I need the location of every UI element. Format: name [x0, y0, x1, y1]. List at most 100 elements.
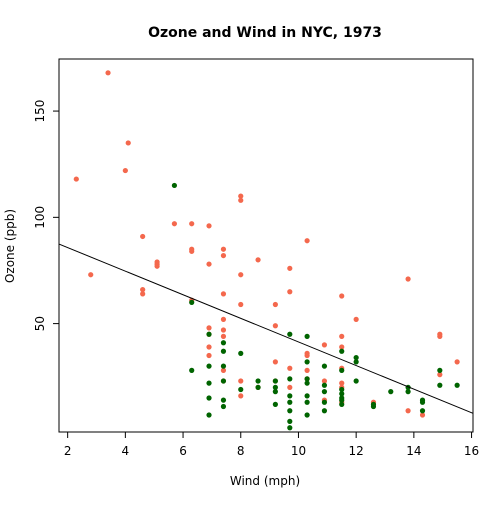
data-point [321, 382, 328, 388]
data-point [238, 378, 244, 384]
data-point [287, 365, 293, 371]
regression-line-layer [58, 243, 474, 414]
data-point [287, 418, 293, 424]
data-point [321, 389, 328, 395]
data-point [287, 331, 293, 337]
data-point [220, 340, 227, 346]
data-point [419, 412, 426, 418]
data-point [437, 367, 443, 373]
data-point [405, 408, 411, 414]
data-point [206, 261, 212, 267]
data-point [437, 382, 443, 388]
data-point [353, 378, 359, 384]
data-point [339, 367, 345, 373]
data-point [304, 367, 310, 373]
data-point [206, 395, 212, 401]
data-point [122, 167, 128, 174]
data-point [304, 380, 310, 386]
data-point [321, 342, 328, 348]
y-tick-label: 50 [33, 316, 47, 331]
data-point [370, 403, 377, 410]
data-point [206, 223, 212, 229]
data-point [238, 193, 244, 199]
data-point [140, 287, 146, 293]
data-point [220, 252, 227, 259]
y-axis-label: Ozone (ppb) [3, 209, 17, 283]
data-point [304, 393, 310, 399]
data-point [405, 276, 411, 282]
data-point [339, 333, 345, 339]
data-point [189, 367, 195, 373]
data-point [189, 299, 195, 305]
data-point [125, 140, 131, 146]
data-point [238, 393, 244, 399]
data-point [154, 263, 160, 269]
data-point [287, 399, 293, 405]
data-point [321, 378, 328, 384]
data-point [220, 333, 227, 339]
data-point [220, 397, 227, 403]
y-tick-label: 150 [33, 100, 47, 123]
data-point [321, 363, 328, 369]
data-point [287, 265, 293, 271]
data-point [287, 289, 293, 295]
data-point [388, 389, 394, 395]
data-point [419, 399, 426, 405]
data-point [304, 238, 310, 244]
data-point [272, 378, 278, 384]
data-point [220, 291, 227, 297]
data-point [73, 176, 79, 182]
data-point [339, 293, 345, 299]
data-point [105, 70, 111, 76]
data-point [189, 221, 195, 227]
data-point [353, 316, 359, 322]
x-tick-label: 12 [349, 444, 364, 458]
x-tick-label: 8 [237, 444, 245, 458]
data-point [272, 323, 278, 329]
data-point [140, 233, 146, 240]
x-axis: 2 4 6 8 10 12 14 16 [64, 432, 479, 458]
data-point [220, 363, 227, 369]
data-point [272, 389, 278, 395]
data-point [154, 259, 160, 265]
data-point [437, 333, 443, 339]
data-point [171, 221, 178, 227]
data-point [171, 182, 178, 189]
data-point [339, 386, 345, 393]
data-point [238, 272, 244, 278]
data-points [73, 70, 460, 431]
data-point [206, 331, 212, 337]
data-point [272, 359, 278, 365]
plot-frame [58, 58, 474, 433]
data-point [238, 301, 244, 308]
data-point [238, 386, 244, 393]
data-point [304, 412, 310, 418]
data-point [255, 257, 261, 263]
data-point [339, 348, 345, 354]
data-point [255, 384, 261, 390]
data-point [287, 393, 293, 399]
data-point [189, 248, 195, 254]
data-point [220, 316, 227, 322]
data-point [220, 403, 227, 410]
data-point [220, 327, 227, 333]
data-point [206, 344, 212, 350]
y-tick-label: 100 [33, 206, 47, 229]
data-point [206, 380, 212, 386]
data-point [220, 367, 227, 373]
chart-title: Ozone and Wind in NYC, 1973 [148, 25, 382, 41]
data-point [454, 382, 460, 388]
data-point [419, 408, 426, 414]
data-point [339, 380, 345, 386]
data-point [88, 272, 94, 278]
data-point [339, 397, 345, 403]
y-axis: 50 100 150 [33, 100, 59, 331]
data-point [353, 355, 359, 361]
data-point [304, 333, 310, 339]
data-point [454, 359, 460, 365]
data-point [405, 389, 411, 395]
x-tick-label: 14 [406, 444, 421, 458]
data-point [304, 352, 310, 359]
data-point [272, 401, 278, 407]
data-point [220, 348, 227, 354]
